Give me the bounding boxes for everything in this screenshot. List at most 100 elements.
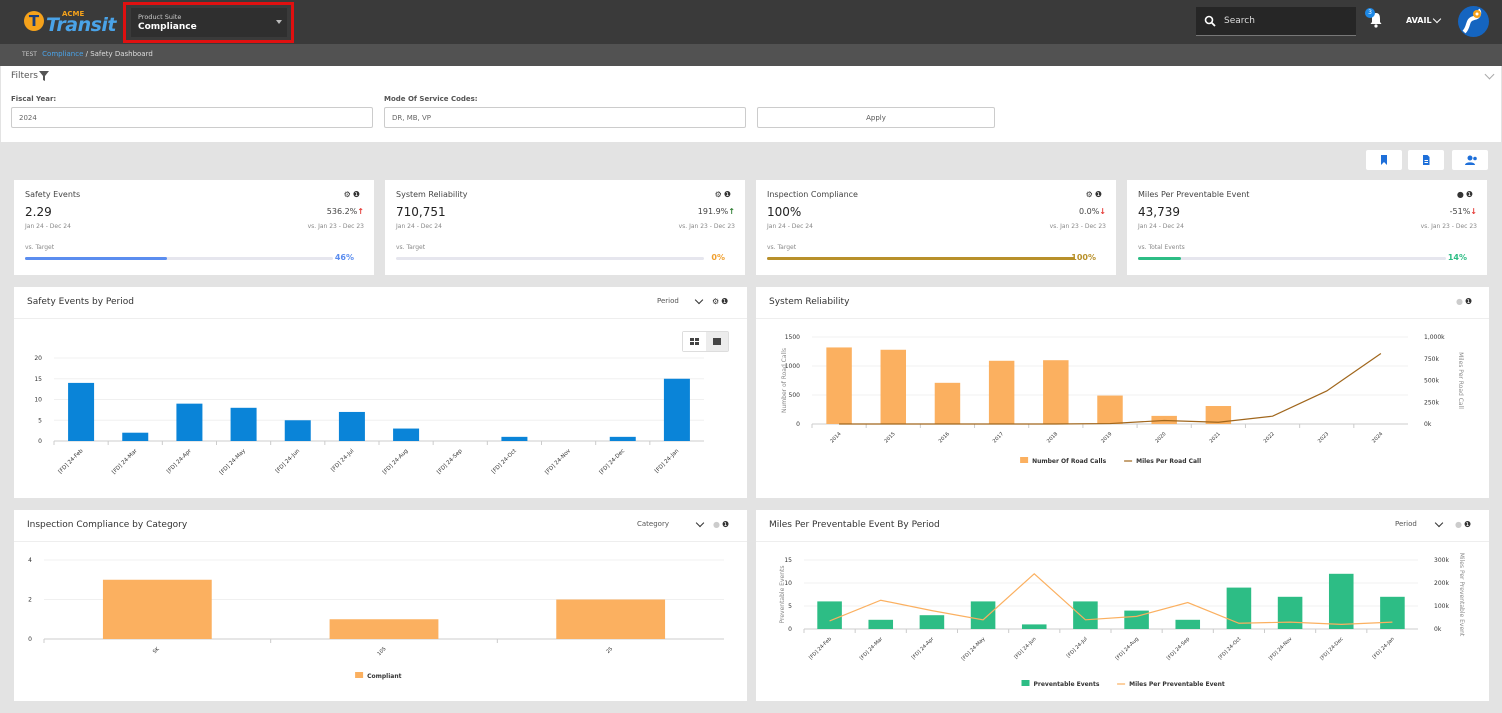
kpi-progress-track — [767, 257, 1075, 260]
kpi-title: System Reliability — [396, 190, 468, 199]
y2-tick-label: 1,000k — [1424, 334, 1445, 341]
x-tick-label: [FD] 24-Jul — [330, 448, 355, 473]
y-axis-title: Number of Road Calls — [781, 348, 788, 413]
x-tick-label: 2024 — [1371, 431, 1384, 444]
kpi-change-value: 536.2% — [326, 207, 358, 216]
y-tick-label: 0 — [788, 626, 792, 633]
system-reliability-panel: System Reliability ●❶ 0 500 1000 1500 2014 20… — [756, 287, 1489, 498]
chevron-down-icon[interactable] — [1432, 14, 1442, 24]
x-tick-label: [FD] 24-Apr — [166, 448, 193, 475]
top-bar: T ACME Transit Product Suite Compliance … — [0, 0, 1502, 44]
mode-of-service-field[interactable]: DR, MB, VP — [384, 107, 746, 128]
divider — [14, 318, 747, 319]
fiscal-year-field[interactable]: 2024 — [11, 107, 373, 128]
grid-view-button[interactable] — [683, 332, 706, 351]
product-suite-dropdown[interactable]: Product Suite Compliance — [123, 2, 294, 43]
kpi-value: 100% — [767, 205, 802, 219]
mode-of-service-label: Mode Of Service Codes: — [384, 95, 478, 103]
kpi-settings-info-icons[interactable]: ⚙❶ — [714, 190, 733, 199]
x-tick-label: [FD] 24-May — [961, 636, 987, 662]
x-tick-label: [FD] 24-Aug — [1115, 636, 1140, 661]
kpi-value: 710,751 — [396, 205, 446, 219]
kpi-settings-info-icons[interactable]: ⚙❶ — [343, 190, 362, 199]
x-tick-label: [FD] 24-Nov — [1268, 636, 1294, 662]
filters-title[interactable]: Filters — [11, 71, 38, 81]
bar — [826, 347, 852, 424]
product-suite-select[interactable]: Product Suite Compliance — [131, 8, 287, 37]
breadcrumb-compliance-link[interactable]: Compliance — [42, 50, 84, 58]
info-icons[interactable]: ●❶ — [1456, 297, 1475, 306]
export-pdf-button[interactable] — [1408, 150, 1444, 170]
caret-down-icon — [276, 20, 282, 24]
x-tick-label: [FD] 24-Jan — [1372, 636, 1396, 660]
single-view-button[interactable] — [706, 332, 728, 351]
user-menu-label[interactable]: AVAIL — [1406, 16, 1432, 25]
y2-tick-label: 200k — [1434, 580, 1449, 587]
kpi-percent: 14% — [1447, 253, 1467, 262]
bar — [1021, 624, 1047, 629]
x-tick-label: 2019 — [1100, 431, 1113, 444]
kpi-settings-info-icons[interactable]: ⚙❶ — [1085, 190, 1104, 199]
x-tick-label: [FD] 24-Jan — [654, 448, 681, 475]
period-select[interactable]: Period — [1395, 520, 1417, 528]
notifications-button[interactable]: 3 — [1365, 8, 1384, 29]
safety-events-chart: 0 5 10 15 20 [FD] 24-Feb [FD] 24-Mar [FD] 24-Ap… — [34, 355, 704, 476]
info-icons[interactable]: ●❶ — [1455, 520, 1474, 529]
share-users-button[interactable] — [1452, 150, 1488, 170]
bar — [329, 619, 439, 639]
bar — [1226, 587, 1252, 629]
divider — [14, 541, 747, 542]
filter-funnel-icon[interactable] — [39, 71, 49, 81]
divider — [756, 541, 1489, 542]
miles-per-event-panel: Miles Per Preventable Event By Period Pe… — [756, 510, 1489, 701]
y-tick-label: 1000 — [785, 363, 800, 370]
product-suite-value: Compliance — [138, 22, 197, 32]
avatar[interactable] — [1458, 6, 1489, 37]
bookmark-button[interactable] — [1366, 150, 1402, 170]
y2-tick-label: 250k — [1424, 399, 1439, 406]
kpi-progress-fill — [1138, 257, 1182, 260]
kpi-settings-info-icons[interactable]: ●❶ — [1456, 190, 1475, 199]
series-line — [839, 353, 1382, 425]
kpi-arrow-icon: ↑ — [728, 207, 735, 216]
y2-tick-label: 750k — [1424, 356, 1439, 363]
kpi-period: Jan 24 - Dec 24 — [1138, 223, 1184, 230]
x-tick-label: 2018 — [1046, 431, 1059, 444]
breadcrumb: TEST Compliance / Safety Dashboard — [22, 50, 153, 58]
collapse-chevron-icon[interactable] — [1484, 69, 1495, 80]
document-icon — [1423, 155, 1430, 165]
acme-transit-logo[interactable]: T ACME Transit — [24, 8, 124, 36]
category-select[interactable]: Category — [637, 520, 669, 528]
y-tick-label: 500 — [789, 392, 801, 399]
environment-tag: TEST — [22, 51, 37, 58]
kpi-progress-fill — [767, 257, 1075, 260]
bar — [1097, 395, 1123, 424]
kpi-target-label: vs. Target — [396, 244, 426, 251]
y2-tick-label: 0k — [1434, 626, 1442, 633]
period-select[interactable]: Period — [657, 297, 679, 305]
grid-icon — [690, 338, 699, 345]
bar — [663, 378, 690, 441]
legend-swatch — [355, 672, 364, 678]
y2-axis-title: Miles Per Road Call — [1457, 352, 1464, 409]
breadcrumb-current: Safety Dashboard — [90, 50, 153, 58]
view-toggle[interactable] — [682, 331, 729, 352]
x-tick-label: 2023 — [1317, 431, 1330, 444]
x-tick-label: [FD] 24-Aug — [382, 448, 410, 476]
y-tick-label: 15 — [784, 557, 792, 564]
kpi-comparison-period: vs. Jan 23 - Dec 23 — [678, 223, 735, 230]
kpi-change-value: 191.9% — [697, 207, 729, 216]
kpi-title: Inspection Compliance — [767, 190, 858, 199]
kpi-change: 191.9%↑ — [698, 207, 735, 216]
x-tick-label: [FD] 24-Oct — [491, 448, 519, 476]
info-icons[interactable]: ●❶ — [713, 520, 732, 529]
bar — [284, 420, 311, 441]
breadcrumb-separator: / — [83, 50, 91, 58]
x-tick-label: 2021 — [1209, 431, 1222, 444]
search-placeholder: Search — [1224, 16, 1255, 26]
search-input[interactable]: Search — [1196, 7, 1356, 36]
x-tick-label: [FD] 24-Sep — [1166, 636, 1191, 661]
gear-info-icons[interactable]: ⚙❶ — [712, 297, 731, 306]
kpi-target-label: vs. Target — [25, 244, 55, 251]
apply-button[interactable]: Apply — [757, 107, 995, 128]
